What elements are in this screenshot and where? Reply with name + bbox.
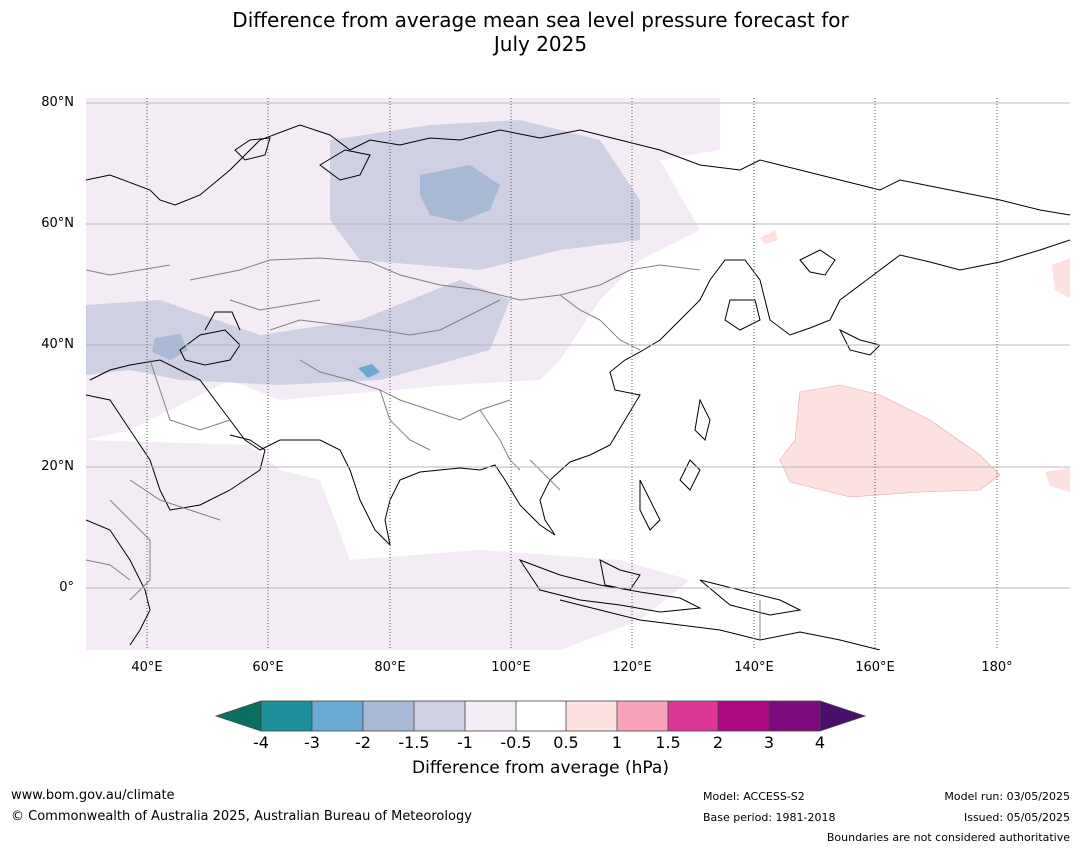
lat-label-80n: 80°N xyxy=(41,95,74,110)
anomaly-region-minus-1-5-tibet xyxy=(358,364,380,378)
lon-label-180: 180° xyxy=(981,660,1013,675)
colorbar-tick: -1.5 xyxy=(398,733,430,752)
colorbar-tick: -3 xyxy=(304,733,320,752)
anomaly-region-plus-0-5-pacific xyxy=(779,384,1001,498)
colorbar-bin-1 xyxy=(261,701,312,731)
anomaly-region-minus-1-5-small xyxy=(152,334,188,360)
lon-label-40e: 40°E xyxy=(131,660,163,675)
colorbar-extend-high xyxy=(819,700,867,732)
colorbar-tick: -2 xyxy=(355,733,371,752)
colorbar xyxy=(214,700,867,732)
anomaly-region-plus-0-5-kamchatka xyxy=(760,230,778,244)
colorbar-bin-2 xyxy=(312,701,363,731)
lat-label-40n: 40°N xyxy=(41,337,74,352)
footer-model: Model: ACCESS-S2 xyxy=(703,790,805,803)
anomaly-region-light-negative-south xyxy=(86,440,690,650)
lat-label-0: 0° xyxy=(59,580,74,595)
country-borders xyxy=(86,257,761,640)
lon-label-120e: 120°E xyxy=(612,660,652,675)
lon-label-60e: 60°E xyxy=(252,660,284,675)
footer-model-run: Model run: 03/05/2025 xyxy=(944,790,1070,803)
colorbar-bin-3 xyxy=(363,701,414,731)
colorbar-tick: -1 xyxy=(457,733,473,752)
colorbar-tick: 3 xyxy=(763,733,775,752)
colorbar-extend-low xyxy=(214,700,262,732)
footer-disclaimer: Boundaries are not considered authoritat… xyxy=(826,831,1070,844)
footer-base-period: Base period: 1981-2018 xyxy=(703,811,836,824)
colorbar-tick: -4 xyxy=(253,733,269,752)
anomaly-region-minus-1-5 xyxy=(420,165,500,222)
colorbar-title: Difference from average (hPa) xyxy=(412,758,669,778)
lon-label-160e: 160°E xyxy=(855,660,895,675)
colorbar-bin-4 xyxy=(414,701,465,731)
anomaly-region-plus-0-5-east-south xyxy=(1045,468,1070,492)
footer-copyright: © Commonwealth of Australia 2025, Austra… xyxy=(11,809,472,824)
colorbar-tick: -0.5 xyxy=(500,733,532,752)
lon-label-80e: 80°E xyxy=(374,660,406,675)
colorbar-tick: 1 xyxy=(611,733,623,752)
colorbar-tick: 4 xyxy=(814,733,826,752)
map-plot-area xyxy=(86,98,1070,650)
colorbar-tick: 2 xyxy=(712,733,724,752)
colorbar-bin-6 xyxy=(516,701,566,731)
colorbar-tick: 0.5 xyxy=(553,733,579,752)
colorbar-bin-7 xyxy=(566,701,617,731)
lon-label-100e: 100°E xyxy=(491,660,531,675)
graticule xyxy=(86,98,1070,650)
colorbar-bin-10 xyxy=(718,701,769,731)
lon-label-140e: 140°E xyxy=(734,660,774,675)
colorbar-bin-11 xyxy=(769,701,820,731)
colorbar-bin-5 xyxy=(465,701,516,731)
colorbar-bin-8 xyxy=(617,701,668,731)
map-title: Difference from average mean sea level p… xyxy=(0,8,1081,56)
footer-url[interactable]: www.bom.gov.au/climate xyxy=(11,788,175,803)
title-line-1: Difference from average mean sea level p… xyxy=(232,8,849,32)
footer-issued: Issued: 05/05/2025 xyxy=(963,811,1070,824)
colorbar-bin-9 xyxy=(668,701,718,731)
lat-label-60n: 60°N xyxy=(41,216,74,231)
colorbar-tick: 1.5 xyxy=(655,733,681,752)
lat-label-20n: 20°N xyxy=(41,459,74,474)
anomaly-region-plus-0-5-east xyxy=(1052,258,1070,298)
title-line-2: July 2025 xyxy=(493,32,588,56)
anomaly-region-minus-1-central xyxy=(86,280,510,385)
